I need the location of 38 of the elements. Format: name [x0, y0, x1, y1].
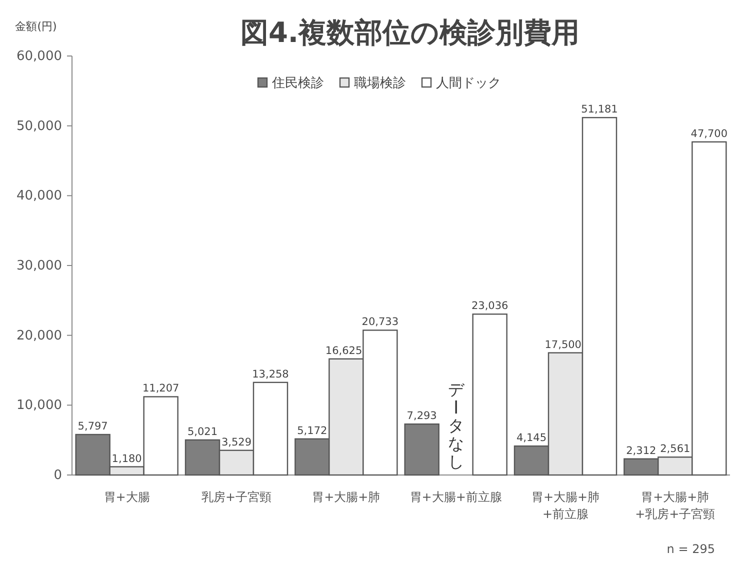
y-tick-label: 60,000: [16, 49, 62, 64]
annotation: データなし: [446, 380, 465, 471]
data-label: 51,181: [581, 104, 618, 116]
y-tick-label: 10,000: [16, 398, 62, 414]
y-axis-title: 金額(円): [15, 20, 57, 33]
x-tick-label: 胃+大腸+肺 +前立腺: [531, 490, 600, 521]
legend-label: 人間ドック: [436, 76, 501, 91]
y-tick-label: 40,000: [16, 188, 62, 204]
data-label: 23,036: [471, 300, 509, 312]
x-tick-label: 乳房+子宮頸: [201, 490, 272, 504]
data-label: 17,500: [544, 338, 582, 351]
bar: [472, 314, 508, 476]
y-tick-label: 0: [54, 468, 62, 483]
y-tick-label: 30,000: [16, 258, 62, 274]
data-label: 2,312: [626, 444, 656, 457]
text: n = 295: [666, 542, 715, 556]
data-label: 4,145: [516, 432, 547, 444]
data-label: 20,733: [362, 316, 399, 328]
legend-label: 住民検診: [271, 76, 324, 91]
data-label: 13,258: [252, 368, 289, 380]
data-label: 2,561: [660, 443, 690, 456]
data-label: 1,180: [112, 452, 142, 465]
x-tick-label: 胃+大腸+肺 +乳房+子宮頸: [635, 490, 716, 521]
x-tick-label: 胃+大腸: [104, 490, 150, 504]
data-label: 47,700: [690, 128, 728, 140]
data-label: 5,797: [78, 420, 108, 433]
y-tick-label: 20,000: [16, 328, 62, 344]
data-label: 3,529: [221, 436, 252, 448]
legend-label: 職場検診: [354, 76, 406, 91]
data-label: 16,625: [325, 344, 362, 357]
data-label: 7,293: [406, 410, 437, 422]
chart-title: 図4.複数部位の検診別費用: [240, 16, 580, 49]
data-label: 11,207: [142, 382, 180, 395]
data-label: 5,172: [297, 424, 328, 437]
x-tick-label: 胃+大腸+肺: [312, 490, 380, 504]
x-tick-label: 胃+大腸+前立腺: [410, 490, 502, 504]
y-tick-label: 50,000: [16, 118, 62, 134]
data-label: 5,021: [187, 426, 218, 438]
